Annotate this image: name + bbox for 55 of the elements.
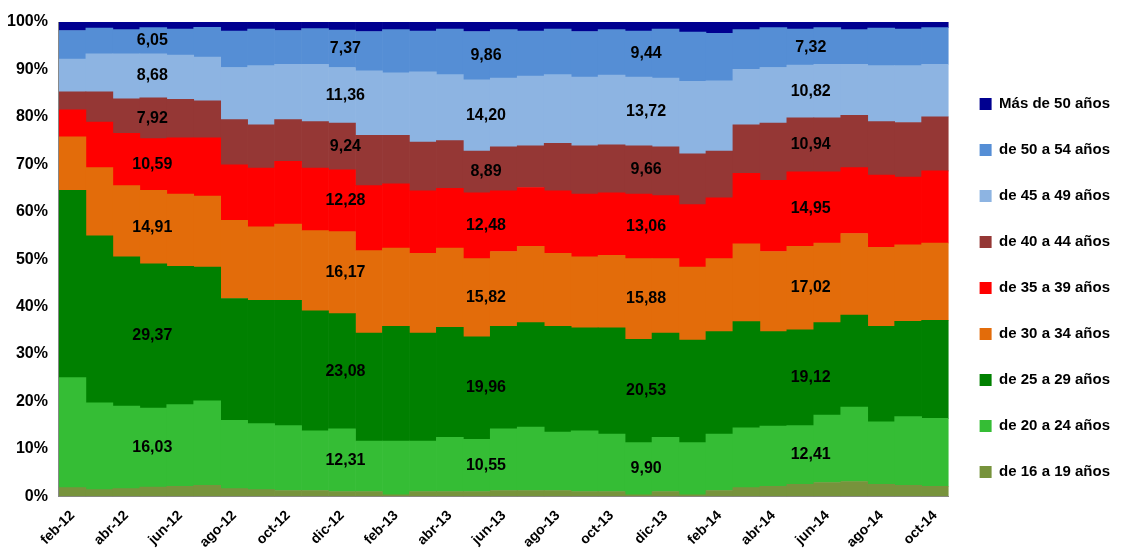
annotation: 17,02 xyxy=(790,278,831,296)
annotation: 9,24 xyxy=(329,136,362,154)
annotation: 9,90 xyxy=(630,459,662,477)
y-tick-label: 100% xyxy=(7,12,48,30)
y-tick-label: 60% xyxy=(15,202,48,220)
annotation: 16,17 xyxy=(325,263,366,281)
annotation: 9,66 xyxy=(630,160,662,178)
annotation: 12,48 xyxy=(465,216,507,234)
annotation: 14,20 xyxy=(465,105,507,123)
annotation: 13,06 xyxy=(626,216,667,234)
annotation: 8,68 xyxy=(136,66,169,84)
annotation: 20,53 xyxy=(626,381,667,399)
legend-label: de 25 a 29 años xyxy=(999,370,1111,388)
annotation: 12,41 xyxy=(790,445,831,463)
annotation: 15,88 xyxy=(626,289,667,307)
annotation: 19,12 xyxy=(790,368,831,386)
annotation: 10,94 xyxy=(790,135,831,153)
annotation: 8,89 xyxy=(470,162,502,180)
legend-label: Más de 50 años xyxy=(999,94,1110,112)
annotation: 14,91 xyxy=(132,217,173,235)
legend-label: de 16 a 19 años xyxy=(999,462,1111,480)
annotation: 11,36 xyxy=(325,85,366,103)
annotation: 7,37 xyxy=(329,39,362,57)
y-tick-label: 0% xyxy=(24,486,48,504)
legend-label: de 45 a 49 años xyxy=(999,186,1111,204)
y-tick-label: 30% xyxy=(15,344,48,362)
annotation: 10,59 xyxy=(132,154,173,172)
annotation: 10,82 xyxy=(790,81,831,99)
y-tick-label: 90% xyxy=(15,59,48,77)
y-tick-label: 20% xyxy=(15,391,48,409)
annotation: 6,05 xyxy=(136,31,169,49)
annotation: 16,03 xyxy=(132,438,173,456)
annotation: 7,32 xyxy=(795,37,827,55)
y-tick-label: 50% xyxy=(15,249,48,267)
legend-label: de 50 a 54 años xyxy=(999,140,1111,158)
legend-label: de 20 a 24 años xyxy=(999,416,1111,434)
y-tick-label: 10% xyxy=(15,439,48,457)
y-tick-label: 40% xyxy=(15,296,48,314)
annotation: 12,28 xyxy=(325,191,366,209)
y-tick-label: 70% xyxy=(15,154,48,172)
y-tick-label: 80% xyxy=(15,107,48,125)
annotation: 14,95 xyxy=(790,199,831,217)
annotation: 9,86 xyxy=(470,46,502,64)
annotation: 10,55 xyxy=(465,455,507,473)
annotation: 19,96 xyxy=(465,378,507,396)
annotation: 7,92 xyxy=(136,108,169,126)
annotation: 23,08 xyxy=(325,361,366,379)
annotation: 29,37 xyxy=(132,326,173,344)
annotation: 13,72 xyxy=(626,101,667,119)
legend-label: de 40 a 44 años xyxy=(999,232,1111,250)
annotation: 9,44 xyxy=(630,44,662,62)
legend-label: de 35 a 39 años xyxy=(999,278,1111,296)
annotation: 12,31 xyxy=(325,450,366,468)
annotation: 15,82 xyxy=(465,288,507,306)
legend-label: de 30 a 34 años xyxy=(999,324,1111,342)
